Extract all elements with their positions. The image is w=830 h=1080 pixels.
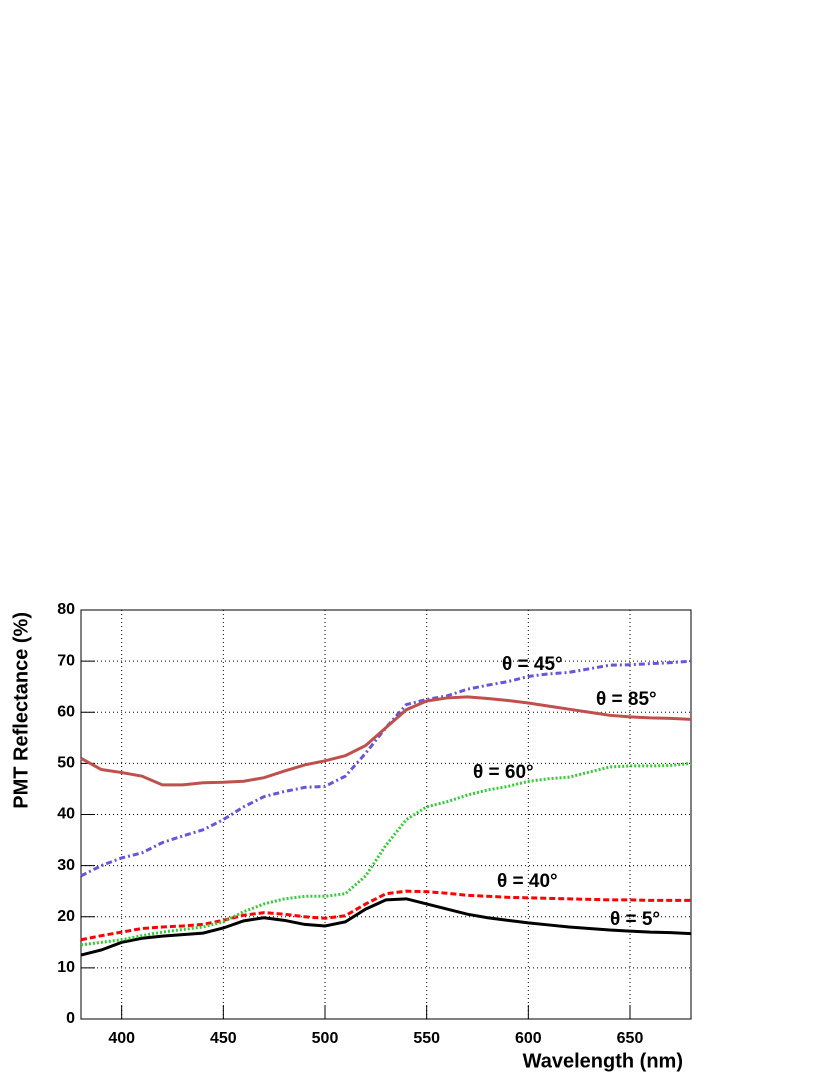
series-line (80, 897, 692, 957)
y-tick-label: 60 (57, 703, 75, 720)
series-label: θ = 85° (596, 689, 657, 710)
series-label: θ = 45° (502, 654, 563, 675)
series-label: θ = 40° (497, 871, 558, 892)
x-tick-label: 650 (617, 1030, 644, 1047)
x-tick-label: 550 (413, 1030, 440, 1047)
y-tick-label: 20 (57, 908, 75, 925)
series-label: θ = 60° (473, 762, 534, 783)
y-tick-label: 50 (57, 755, 75, 772)
y-tick-label: 30 (57, 857, 75, 874)
series-line (80, 695, 692, 787)
y-tick-label: 70 (57, 652, 75, 669)
y-tick-label: 10 (57, 959, 75, 976)
series-line (80, 761, 692, 947)
y-axis-title: PMT Reflectance (%) (10, 612, 32, 809)
x-tick-label: 450 (210, 1030, 237, 1047)
x-axis-title: Wavelength (nm) (523, 1050, 683, 1072)
y-tick-label: 80 (57, 601, 75, 618)
plot-frame (80, 609, 692, 1020)
y-tick-label: 0 (66, 1010, 75, 1027)
y-tick-label: 40 (57, 806, 75, 823)
x-tick-label: 600 (515, 1030, 542, 1047)
series-label: θ = 5° (610, 909, 660, 930)
x-tick-label: 400 (108, 1030, 135, 1047)
x-tick-label: 500 (312, 1030, 339, 1047)
series-line (80, 889, 691, 942)
